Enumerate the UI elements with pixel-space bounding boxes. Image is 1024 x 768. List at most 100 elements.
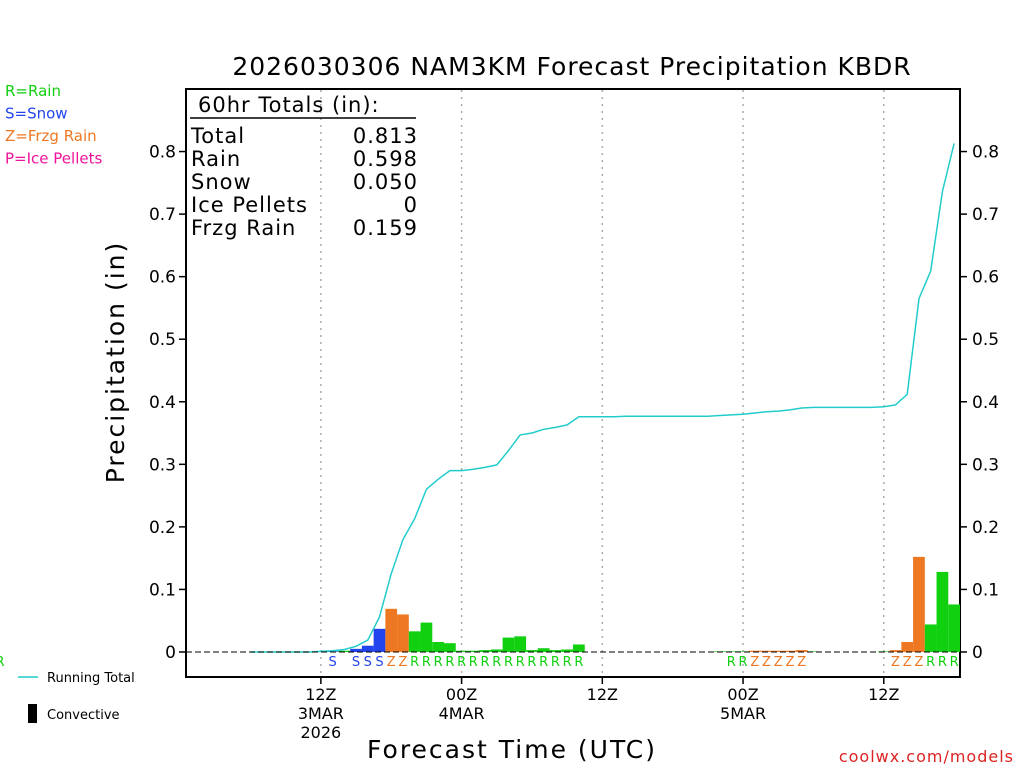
totals-label: Rain	[191, 147, 241, 171]
type-letter: R	[457, 655, 466, 670]
bar	[936, 571, 949, 652]
totals-value: 0.598	[353, 147, 418, 171]
type-letter: R	[504, 655, 513, 670]
chart-title: 2026030306 NAM3KM Forecast Precipitation…	[232, 52, 911, 81]
x-tick-label: 12Z	[868, 685, 899, 704]
bar	[444, 643, 456, 652]
x-tick-label: 12Z	[587, 685, 618, 704]
bar	[772, 650, 785, 652]
type-letter: R	[527, 655, 536, 670]
bar	[502, 637, 515, 652]
type-letter: Z	[387, 655, 396, 670]
totals-value: 0.813	[353, 124, 418, 148]
bar	[924, 624, 937, 652]
type-letter: R	[539, 655, 548, 670]
type-letter: S	[364, 655, 372, 670]
y-tick-label: 0.4	[149, 393, 176, 413]
convective-legend-swatch	[28, 704, 37, 723]
type-legend-s: S=Snow	[5, 105, 68, 123]
totals-heading: 60hr Totals (in):	[198, 93, 380, 117]
bar	[549, 650, 562, 652]
type-letter: Z	[891, 655, 900, 670]
type-letter: Z	[797, 655, 806, 670]
bar	[537, 648, 550, 652]
x-tick-label: 5MAR	[720, 704, 766, 723]
bar	[420, 622, 433, 652]
x-axis-label: Forecast Time (UTC)	[367, 735, 657, 764]
type-letter: R	[434, 655, 443, 670]
x-tick-label: 00Z	[446, 685, 477, 704]
type-letter: S	[352, 655, 360, 670]
type-letter: R	[563, 655, 572, 670]
bar	[514, 636, 527, 652]
bar	[432, 641, 444, 652]
bar	[737, 651, 749, 652]
convective-legend-label: Convective	[47, 708, 120, 723]
type-letter: R	[481, 655, 490, 670]
bar	[490, 649, 503, 652]
bar	[573, 644, 585, 652]
bar	[795, 650, 808, 652]
bar	[385, 608, 398, 652]
y-ticks-left: 0 0.1 0.2 0.3 0.4 0.5 0.6 0.7 0.8	[149, 143, 186, 663]
type-legend: R=Rain S=Snow Z=Frzg Rain P=Ice Pellets	[5, 82, 102, 168]
type-letter: Z	[750, 655, 759, 670]
bar	[338, 650, 351, 652]
type-letter: Z	[786, 655, 795, 670]
type-letter: R	[938, 655, 947, 670]
type-letter: R	[422, 655, 431, 670]
bar	[455, 650, 468, 652]
x-tick-label: 4MAR	[439, 704, 485, 723]
bar	[408, 631, 421, 652]
y-tick-label: 0.6	[149, 268, 176, 288]
y-tick-label: 0	[165, 643, 176, 663]
y-axis-label: Precipitation (in)	[101, 241, 130, 484]
y-tick-label: 0.8	[972, 143, 999, 163]
type-letter: S	[328, 655, 336, 670]
bar	[526, 650, 538, 652]
bar	[760, 650, 773, 652]
y-tick-label: 0.7	[149, 205, 176, 225]
bar	[748, 650, 761, 652]
type-letter: S	[375, 655, 383, 670]
type-legend-z: Z=Frzg Rain	[5, 127, 97, 145]
totals-label: Frzg Rain	[191, 216, 296, 240]
type-letter: R	[445, 655, 454, 670]
credit-text: coolwx.com/models	[839, 747, 1014, 766]
type-letter: R	[0, 655, 5, 670]
type-letter: R	[492, 655, 501, 670]
x-tick-label: 2026	[301, 723, 342, 742]
type-letter: R	[950, 655, 959, 670]
y-tick-label: 0.1	[972, 580, 999, 600]
bar	[561, 649, 573, 652]
type-letter: R	[574, 655, 583, 670]
y-tick-label: 0	[972, 643, 983, 663]
type-letter: R	[469, 655, 478, 670]
y-tick-label: 0.4	[972, 393, 999, 413]
totals-label: Snow	[191, 170, 252, 194]
y-tick-label: 0.7	[972, 205, 999, 225]
type-letter: Z	[774, 655, 783, 670]
type-legend-p: P=Ice Pellets	[5, 150, 102, 168]
bar	[948, 604, 960, 652]
x-tick-label: 00Z	[727, 685, 758, 704]
bar	[784, 650, 796, 652]
totals-value: 0.050	[353, 170, 418, 194]
type-letter: Z	[903, 655, 912, 670]
bars-group	[315, 556, 960, 652]
y-tick-label: 0.1	[149, 580, 176, 600]
type-letter: R	[410, 655, 419, 670]
y-tick-label: 0.6	[972, 268, 999, 288]
type-legend-r: R=Rain	[5, 82, 61, 100]
type-letter: R	[516, 655, 525, 670]
bar	[373, 628, 386, 652]
bar	[479, 650, 491, 652]
bar	[350, 648, 362, 652]
totals-label: Total	[190, 124, 245, 148]
x-tick-label: 12Z	[305, 685, 336, 704]
y-tick-label: 0.3	[972, 455, 999, 475]
bottom-legend: Running Total Convective	[18, 671, 135, 723]
running-total-line	[250, 143, 955, 653]
